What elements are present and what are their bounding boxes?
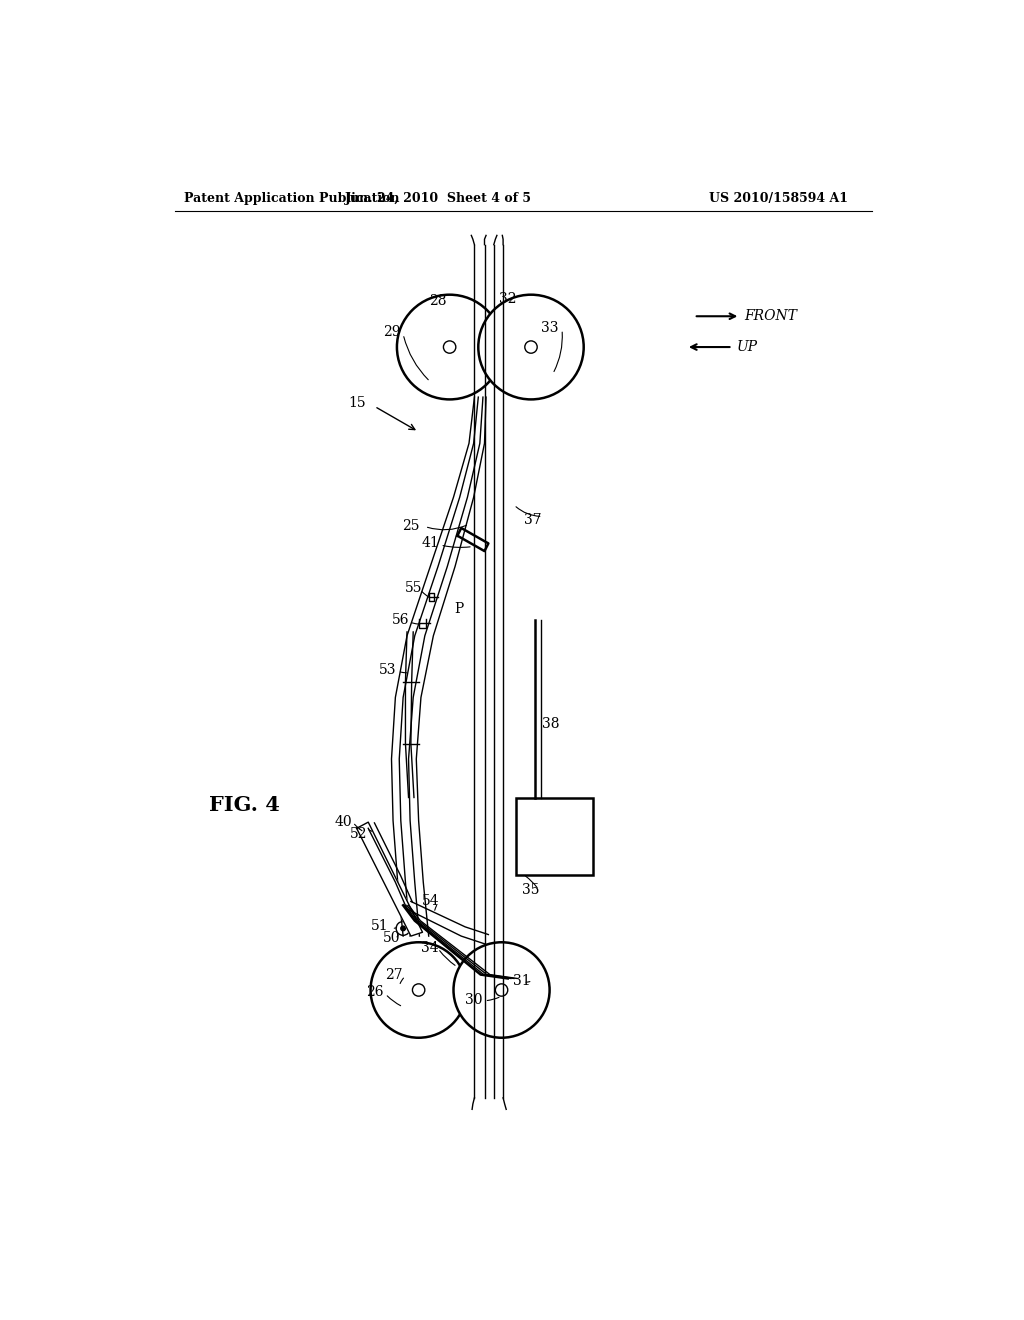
Text: FRONT: FRONT: [744, 309, 797, 323]
Text: 53: 53: [379, 664, 396, 677]
Text: 50: 50: [383, 932, 400, 945]
Text: 26: 26: [366, 985, 383, 998]
Polygon shape: [515, 797, 593, 875]
Text: 41: 41: [421, 536, 439, 550]
Text: 28: 28: [429, 294, 446, 308]
Circle shape: [400, 927, 406, 931]
Text: 32: 32: [499, 292, 516, 306]
Circle shape: [397, 294, 503, 400]
Circle shape: [478, 294, 584, 400]
Text: 31: 31: [513, 974, 530, 987]
Text: 52: 52: [350, 828, 368, 841]
Text: FIG. 4: FIG. 4: [209, 795, 281, 816]
Circle shape: [371, 942, 467, 1038]
Circle shape: [396, 921, 410, 936]
Text: 37: 37: [523, 513, 542, 527]
Text: 40: 40: [335, 816, 352, 829]
Text: 27: 27: [385, 968, 402, 982]
Text: 56: 56: [392, 614, 410, 627]
Text: 25: 25: [402, 520, 420, 533]
Text: 54: 54: [422, 895, 439, 908]
Text: 30: 30: [465, 993, 482, 1007]
Text: 51: 51: [371, 919, 389, 933]
Text: UP: UP: [736, 341, 758, 354]
Text: 29: 29: [383, 325, 400, 339]
Text: 15: 15: [348, 396, 366, 411]
Text: Patent Application Publication: Patent Application Publication: [183, 191, 399, 205]
Text: 35: 35: [522, 883, 540, 896]
Text: 55: 55: [404, 581, 422, 595]
Text: 38: 38: [542, 717, 559, 731]
Text: Jun. 24, 2010  Sheet 4 of 5: Jun. 24, 2010 Sheet 4 of 5: [344, 191, 531, 205]
Text: P: P: [455, 602, 464, 616]
Text: 34: 34: [422, 941, 439, 954]
Circle shape: [454, 942, 550, 1038]
Text: 33: 33: [541, 321, 558, 335]
Text: US 2010/158594 A1: US 2010/158594 A1: [710, 191, 848, 205]
Polygon shape: [356, 822, 423, 936]
